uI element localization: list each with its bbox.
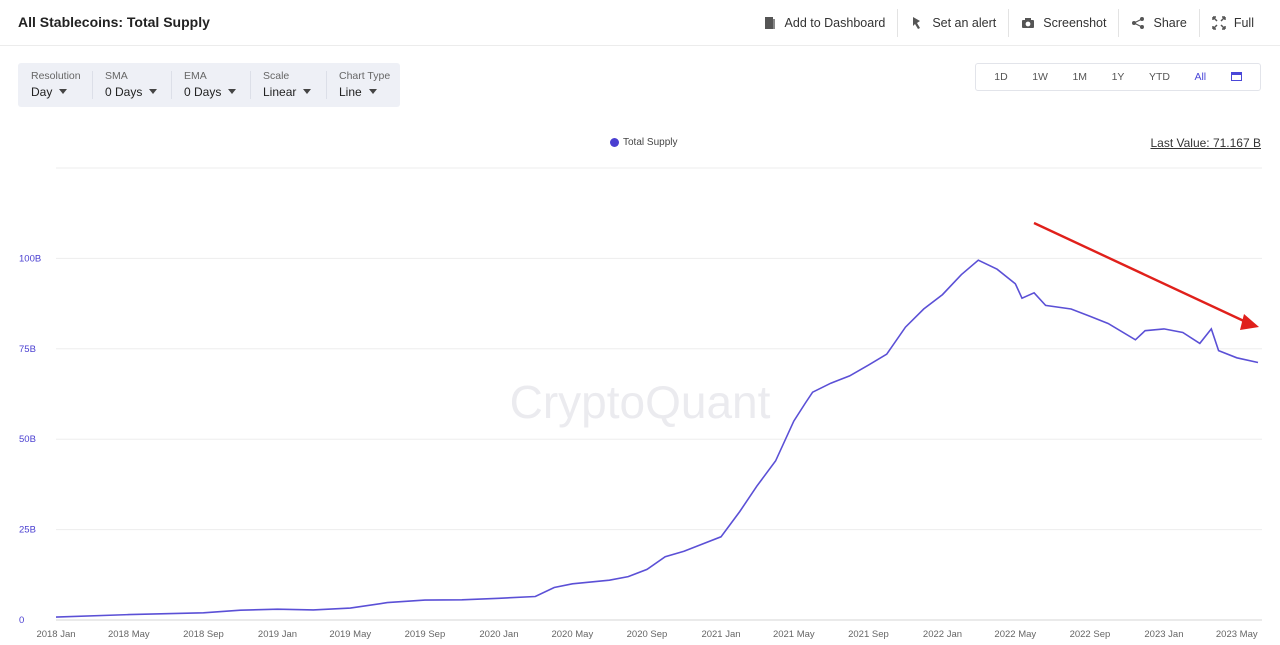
calendar-button[interactable] [1230, 71, 1242, 84]
header-bar: All Stablecoins: Total Supply Add to Das… [0, 0, 1280, 46]
grid-lines [56, 167, 1262, 621]
y-tick-label: 75B [19, 344, 36, 355]
trend-arrow [1033, 221, 1259, 330]
last-value[interactable]: Last Value: 71.167 B [1150, 136, 1261, 150]
x-tick-label: 2023 May [1216, 629, 1258, 640]
x-tick-label: 2020 May [551, 629, 593, 640]
sma-value: 0 Days [105, 85, 171, 99]
y-tick-label: 100B [19, 253, 41, 264]
legend-dot [610, 138, 619, 147]
range-1w[interactable]: 1W [1032, 71, 1048, 83]
range-all[interactable]: All [1194, 71, 1207, 83]
legend-label: Total Supply [623, 137, 678, 148]
share-label: Share [1153, 16, 1187, 30]
screenshot-button[interactable]: Screenshot [1008, 9, 1118, 37]
ema-value: 0 Days [184, 85, 250, 99]
x-axis: 2018 Jan 2018 May 2018 Sep 2019 Jan 2019 May… [36, 629, 1257, 640]
dashboard-icon [763, 16, 777, 30]
y-tick-label: 0 [19, 615, 24, 626]
screenshot-label: Screenshot [1043, 16, 1107, 30]
fullscreen-label: Full [1233, 16, 1254, 30]
fullscreen-icon [1212, 16, 1226, 30]
set-alert-button[interactable]: Set an alert [897, 9, 1008, 37]
ema-label: EMA [184, 70, 207, 82]
resolution-select[interactable]: Resolution Day [18, 63, 92, 107]
range-1y[interactable]: 1Y [1111, 71, 1125, 83]
total-supply-line [55, 259, 1259, 618]
range-selector: 1D 1W 1M 1Y YTD All [975, 63, 1261, 91]
x-tick-label: 2018 Jan [36, 629, 75, 640]
chevron-down-icon [228, 89, 237, 94]
resolution-value: Day [31, 85, 92, 99]
x-tick-label: 2022 Jan [923, 629, 962, 640]
watermark: CryptoQuant [510, 376, 771, 428]
x-tick-label: 2021 May [773, 629, 815, 640]
calendar-icon [1230, 71, 1242, 81]
x-tick-label: 2023 Jan [1144, 629, 1183, 640]
x-tick-label: 2019 Sep [405, 629, 446, 640]
chart-type-select[interactable]: Chart Type Line [326, 63, 400, 107]
set-alert-label: Set an alert [932, 16, 997, 30]
x-tick-label: 2019 Jan [258, 629, 297, 640]
scale-select[interactable]: Scale Linear [250, 63, 326, 107]
resolution-label: Resolution [31, 70, 81, 82]
range-ytd[interactable]: YTD [1148, 71, 1170, 83]
x-tick-label: 2021 Sep [848, 629, 889, 640]
add-to-dashboard-button[interactable]: Add to Dashboard [751, 9, 898, 37]
page-title: All Stablecoins: Total Supply [18, 14, 210, 30]
x-tick-label: 2018 May [108, 629, 150, 640]
camera-icon [1021, 16, 1035, 30]
share-icon [1131, 16, 1145, 30]
x-tick-label: 2020 Sep [627, 629, 668, 640]
ema-select[interactable]: EMA 0 Days [171, 63, 250, 107]
chevron-down-icon [149, 89, 158, 94]
fullscreen-button[interactable]: Full [1198, 9, 1266, 37]
sma-label: SMA [105, 70, 128, 82]
bell-icon [910, 16, 924, 30]
range-1d[interactable]: 1D [994, 71, 1008, 83]
range-1m[interactable]: 1M [1072, 71, 1088, 83]
scale-value: Linear [263, 85, 326, 99]
y-tick-label: 50B [19, 434, 36, 445]
y-axis: 0 25B 50B 75B 100B [19, 253, 41, 626]
chart-type-value: Line [339, 85, 400, 99]
x-tick-label: 2021 Jan [701, 629, 740, 640]
x-tick-label: 2020 Jan [479, 629, 518, 640]
chevron-down-icon [303, 89, 312, 94]
add-to-dashboard-label: Add to Dashboard [784, 16, 886, 30]
x-tick-label: 2019 May [329, 629, 371, 640]
x-tick-label: 2022 May [994, 629, 1036, 640]
chevron-down-icon [59, 89, 68, 94]
x-tick-label: 2022 Sep [1070, 629, 1111, 640]
share-button[interactable]: Share [1118, 9, 1198, 37]
sma-select[interactable]: SMA 0 Days [92, 63, 171, 107]
chart-legend[interactable]: Total Supply [610, 137, 677, 148]
chart-type-label: Chart Type [339, 70, 391, 82]
x-tick-label: 2018 Sep [183, 629, 224, 640]
scale-label: Scale [263, 70, 290, 82]
chevron-down-icon [368, 89, 377, 94]
chart-controls: Resolution Day SMA 0 Days EMA 0 Days Sca… [18, 63, 400, 107]
y-tick-label: 25B [19, 525, 36, 536]
header-actions: Add to Dashboard Set an alert Screenshot… [751, 0, 1266, 46]
